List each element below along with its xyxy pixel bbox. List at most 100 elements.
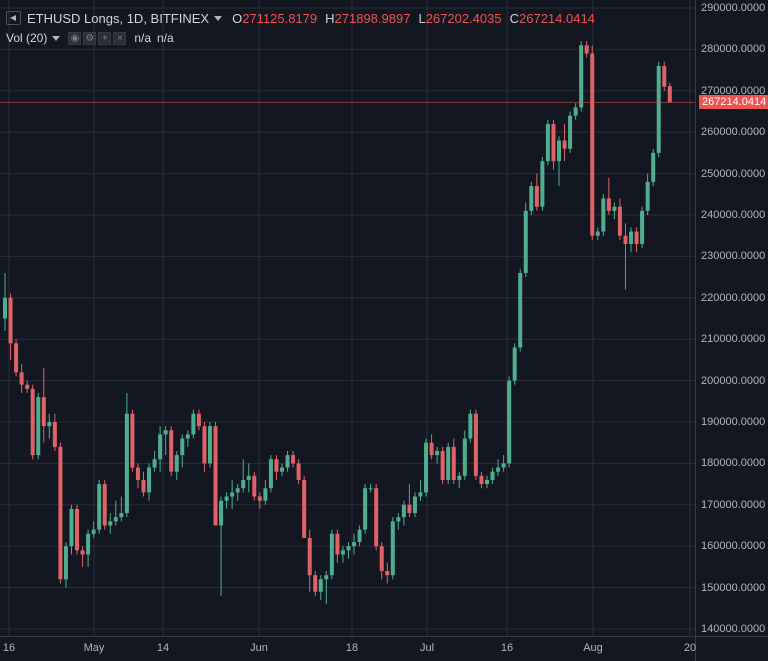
- price-tick-label: 240000.0000: [701, 209, 766, 221]
- candle-body: [512, 347, 517, 381]
- candle-body: [80, 550, 85, 555]
- candle-body: [58, 446, 63, 580]
- price-tick-label: 180000.0000: [701, 457, 766, 470]
- candle: [207, 422, 212, 468]
- candle: [473, 409, 478, 480]
- candle-body: [601, 198, 606, 232]
- symbol-title[interactable]: ETHUSD Longs, 1D, BITFINEX: [27, 10, 210, 26]
- candle-body: [484, 479, 489, 485]
- candle: [235, 484, 240, 501]
- volume-label[interactable]: Vol (20): [6, 31, 48, 45]
- candle: [412, 492, 417, 518]
- candle: [135, 463, 140, 489]
- time-tick-label: May: [83, 642, 105, 654]
- candle: [557, 136, 561, 187]
- volume-menu-chevron-icon[interactable]: [52, 35, 61, 41]
- candle-body: [313, 575, 318, 592]
- candle: [185, 430, 190, 447]
- candle: [80, 546, 85, 567]
- candle-body: [113, 517, 118, 522]
- candle: [291, 450, 296, 468]
- candle-body: [440, 450, 445, 480]
- candle: [91, 521, 96, 538]
- candle: [152, 450, 157, 472]
- candle-body: [523, 210, 528, 273]
- candle-body: [623, 235, 628, 244]
- candle: [280, 463, 284, 476]
- candle-body: [496, 467, 501, 472]
- candle: [41, 368, 46, 443]
- candle: [36, 393, 41, 460]
- candle-body: [235, 488, 240, 493]
- add-icon[interactable]: +: [98, 31, 112, 45]
- time-tick-label: 20: [683, 642, 697, 654]
- ohlc-close: C267214.0414: [509, 10, 595, 26]
- candle-body: [213, 426, 218, 526]
- candle-body: [584, 45, 589, 54]
- candle-body: [274, 459, 279, 472]
- candle: [584, 41, 589, 58]
- candle-body: [662, 65, 667, 87]
- candle-body: [590, 53, 595, 236]
- candle-body: [191, 413, 196, 435]
- candle: [457, 471, 462, 489]
- candle-body: [91, 529, 96, 534]
- candle-body: [135, 467, 140, 480]
- candle: [340, 546, 345, 563]
- candle-body: [374, 488, 379, 547]
- candle: [424, 438, 429, 497]
- candle: [124, 393, 129, 518]
- close-icon[interactable]: ×: [113, 31, 127, 45]
- candle-body: [468, 413, 473, 439]
- candle: [213, 422, 218, 526]
- last-price-badge: 267214.0414: [699, 95, 768, 110]
- candle: [141, 471, 146, 497]
- candle: [113, 500, 118, 526]
- candle: [75, 504, 80, 555]
- candle: [617, 198, 622, 240]
- candle-body: [435, 450, 440, 456]
- candle: [97, 479, 102, 534]
- price-tick-label: 270000.0000: [701, 84, 766, 97]
- collapse-legend-icon[interactable]: [6, 11, 21, 25]
- candle-body: [97, 484, 102, 530]
- candle: [529, 181, 534, 215]
- candle-body: [302, 479, 307, 538]
- candle: [545, 119, 550, 166]
- candle-body: [407, 504, 412, 514]
- symbol-menu-chevron-icon[interactable]: [214, 15, 223, 21]
- eye-icon[interactable]: ◉: [68, 31, 82, 45]
- candle-body: [507, 380, 512, 464]
- time-tick-label: Jul: [419, 642, 435, 654]
- price-tick-label: 160000.0000: [701, 540, 766, 553]
- candle: [645, 173, 650, 215]
- time-tick-label: 16: [2, 642, 16, 654]
- price-tick-label: 250000.0000: [701, 167, 766, 180]
- candle: [108, 513, 113, 534]
- candle: [468, 409, 473, 443]
- candle-body: [257, 496, 262, 501]
- candle: [69, 504, 74, 555]
- candle-body: [280, 467, 284, 472]
- candle-body: [307, 537, 312, 576]
- candle-body: [36, 397, 41, 456]
- candle: [25, 380, 30, 394]
- candle: [158, 426, 163, 472]
- candle-body: [651, 152, 656, 182]
- candle-body: [545, 123, 550, 162]
- candle: [130, 409, 135, 472]
- candle: [612, 202, 617, 220]
- candle-body: [185, 434, 190, 439]
- candle-body: [612, 206, 617, 211]
- volume-value-2: n/a: [157, 31, 174, 45]
- candle-body: [352, 542, 357, 547]
- candle-body: [451, 446, 456, 480]
- candle: [573, 103, 578, 120]
- candle-body: [529, 186, 534, 211]
- candle: [3, 272, 7, 331]
- candle: [196, 409, 201, 431]
- settings-icon[interactable]: ⚙: [83, 31, 97, 45]
- candle-body: [263, 488, 268, 501]
